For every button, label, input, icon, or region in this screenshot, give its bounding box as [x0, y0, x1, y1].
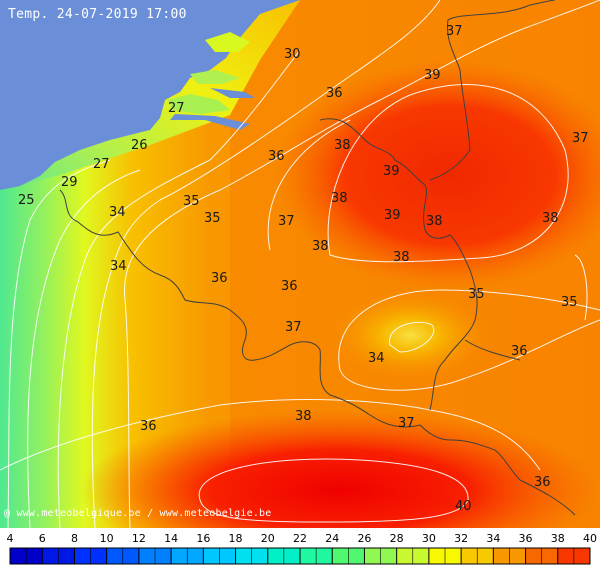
map-title: Temp. 24-07-2019 17:00	[8, 7, 187, 22]
temp-label: 34	[368, 351, 385, 366]
legend-tick-label: 10	[100, 532, 114, 545]
island	[168, 94, 230, 114]
hot-zone-north	[275, 60, 600, 290]
temp-label: 36	[140, 419, 157, 434]
temp-label: 29	[61, 175, 78, 190]
estuary	[210, 88, 255, 98]
temp-label: 36	[211, 271, 228, 286]
temp-label: 25	[18, 193, 35, 208]
temp-label: 37	[446, 24, 463, 39]
legend-tick-label: 14	[164, 532, 178, 545]
temperature-map: 30 37 39 36 27 37 26 38 36 27 39 29 25 3…	[0, 0, 600, 528]
temp-label: 27	[93, 157, 110, 172]
legend-tick-label: 28	[390, 532, 404, 545]
temp-label: 36	[281, 279, 298, 294]
temp-label: 39	[424, 68, 441, 83]
temp-label: 39	[383, 164, 400, 179]
temp-label: 35	[561, 295, 578, 310]
legend-tick-label: 40	[583, 532, 597, 545]
legend-labels: 4 6 8 10 12 14 16 18 20 22 24 26 28 30 32 34 36 38 40	[7, 532, 598, 545]
legend-tick-label: 20	[261, 532, 275, 545]
legend-tick-label: 16	[196, 532, 210, 545]
temp-label: 38	[312, 239, 329, 254]
legend-tick-label: 6	[39, 532, 46, 545]
color-legend: 4 6 8 10 12 14 16 18 20 22 24 26 28 30 32 34 36 38 40	[0, 528, 600, 575]
cooler-ardennes	[330, 290, 490, 380]
temp-label: 38	[331, 191, 348, 206]
legend-bar	[9, 547, 591, 565]
legend-tick-label: 22	[293, 532, 307, 545]
country-borders	[59, 0, 576, 516]
isotherms	[267, 84, 600, 391]
island	[190, 70, 240, 84]
temp-label: 38	[426, 214, 443, 229]
legend-tick-label: 26	[357, 532, 371, 545]
temp-label: 34	[109, 205, 126, 220]
temp-label: 26	[131, 138, 148, 153]
legend-tick-label: 34	[486, 532, 500, 545]
legend-tick-label: 32	[454, 532, 468, 545]
temp-label: 36	[534, 475, 551, 490]
temp-label: 36	[326, 86, 343, 101]
credit-text: @ www.meteobelgique.be / www.meteobelgie…	[4, 508, 272, 519]
temp-label: 37	[398, 416, 415, 431]
island	[205, 32, 250, 52]
legend-tick-label: 18	[229, 532, 243, 545]
temp-label: 36	[511, 344, 528, 359]
temp-label: 36	[268, 149, 285, 164]
legend-tick-label: 38	[551, 532, 565, 545]
temp-label: 35	[468, 287, 485, 302]
legend-tick-label: 12	[132, 532, 146, 545]
temp-label: 38	[393, 250, 410, 265]
legend-tick-label: 4	[7, 532, 14, 545]
temp-label: 37	[572, 131, 589, 146]
temp-label: 27	[168, 101, 185, 116]
temp-label: 39	[384, 208, 401, 223]
temperature-labels: 30 37 39 36 27 37 26 38 36 27 39 29 25 3…	[18, 24, 589, 514]
legend-tick-label: 24	[325, 532, 339, 545]
temp-label: 38	[334, 138, 351, 153]
estuary	[170, 114, 250, 130]
temp-label: 35	[183, 194, 200, 209]
temp-label: 38	[542, 211, 559, 226]
temp-label: 37	[278, 214, 295, 229]
temp-label: 30	[284, 47, 301, 62]
temp-label: 35	[204, 211, 221, 226]
legend-tick-label: 36	[519, 532, 533, 545]
temp-label: 40	[455, 499, 472, 514]
legend-tick-label: 30	[422, 532, 436, 545]
legend-tick-label: 8	[71, 532, 78, 545]
hot-zone-south	[80, 410, 600, 528]
temp-label: 34	[110, 259, 127, 274]
temp-label: 38	[295, 409, 312, 424]
temp-label: 37	[285, 320, 302, 335]
